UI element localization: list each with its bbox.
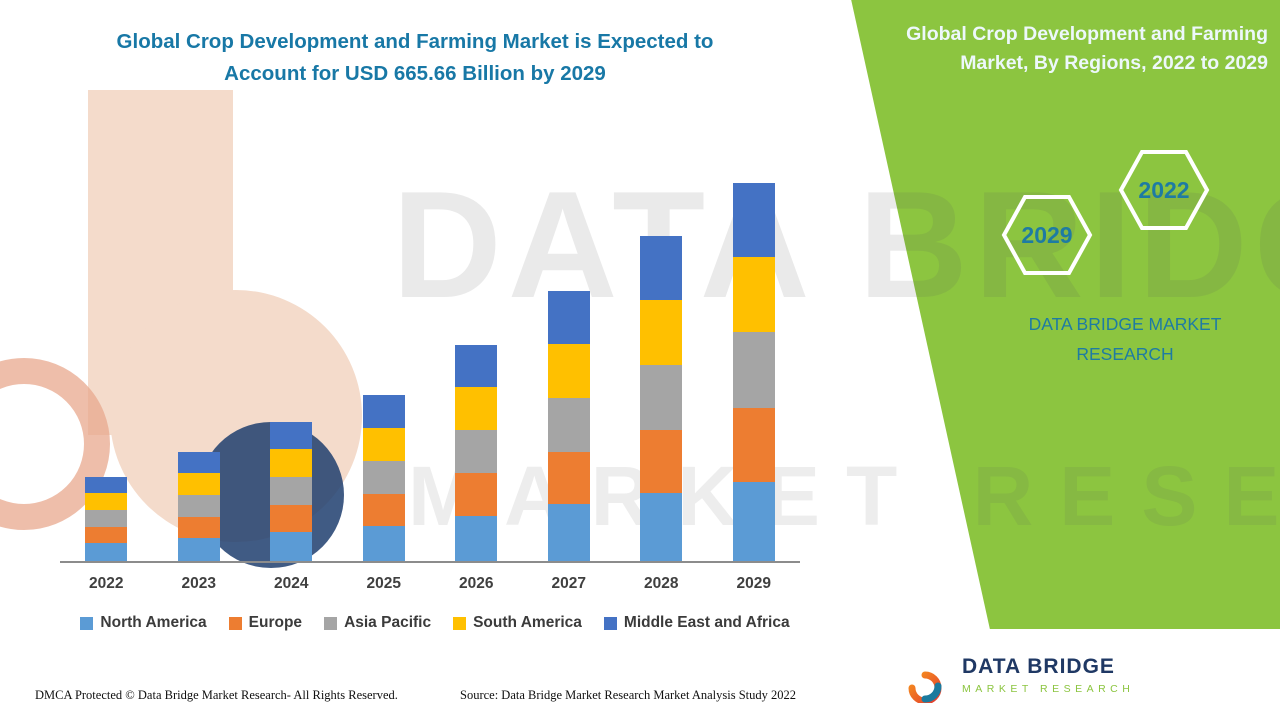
x-tick-label: 2027	[551, 575, 586, 592]
bar-segment-north-america	[270, 531, 313, 561]
legend-label: Europe	[248, 614, 303, 631]
logo-card: DATA BRIDGE MARKET RESEARCH	[868, 629, 1280, 720]
bar-stack-2026	[455, 344, 498, 561]
bar-segment-middle-east-and-africa	[547, 290, 590, 345]
x-tick-label: 2022	[89, 575, 124, 592]
bar-segment-north-america	[732, 481, 775, 561]
bar-column-2023	[153, 163, 246, 561]
bar-segment-south-america	[455, 387, 498, 431]
bar-column-2024	[245, 163, 338, 561]
bar-segment-north-america	[177, 538, 220, 561]
bar-stack-2022	[85, 476, 128, 561]
legend-label: Middle East and Africa	[623, 614, 790, 631]
bar-segment-south-america	[732, 257, 775, 333]
bar-column-2027	[523, 163, 616, 561]
bar-column-2025	[338, 163, 431, 561]
bar-segment-europe	[362, 493, 405, 527]
bar-stack-2029	[732, 182, 775, 561]
hexagon-2022-label: 2022	[1138, 177, 1189, 203]
side-panel-title: Global Crop Development and Farming Mark…	[906, 23, 1268, 75]
legend-swatch	[453, 616, 467, 630]
bar-segment-europe	[177, 516, 220, 538]
legend-swatch	[228, 616, 242, 630]
bar-segment-south-america	[640, 300, 683, 365]
side-panel-brand-text: DATA BRIDGE MARKET RESEARCH	[1028, 314, 1222, 364]
bar-segment-middle-east-and-africa	[362, 395, 405, 428]
bar-segment-middle-east-and-africa	[85, 476, 128, 494]
hexagon-badges: 2022 2029	[1001, 150, 1210, 275]
legend-item-north-america: North America	[80, 614, 207, 632]
bar-segment-europe	[732, 407, 775, 482]
legend-item-asia-pacific: Asia Pacific	[324, 614, 431, 632]
bar-stack-2023	[177, 451, 220, 561]
bar-segment-asia-pacific	[362, 460, 405, 494]
logo-tagline: MARKET RESEARCH	[962, 682, 1135, 695]
bar-segment-middle-east-and-africa	[455, 344, 498, 388]
bar-column-2026	[430, 163, 523, 561]
bar-column-2028	[615, 163, 708, 561]
bar-column-2029	[708, 163, 801, 561]
legend-swatch	[603, 616, 617, 630]
bar-segment-middle-east-and-africa	[732, 182, 775, 258]
databridge-logo-icon	[908, 648, 942, 703]
x-tick-label: 2025	[366, 575, 401, 592]
bar-segment-asia-pacific	[270, 476, 313, 505]
bar-segment-south-america	[270, 449, 313, 477]
plot-area	[60, 163, 800, 563]
bar-stack-2024	[270, 422, 313, 561]
bar-segment-europe	[547, 451, 590, 505]
hexagon-2022	[1118, 150, 1210, 230]
bar-segment-asia-pacific	[547, 397, 590, 452]
x-axis-labels: 2022 2023 2024 2025 2026 2027 2028 2029	[60, 575, 800, 593]
hexagon-2029-label: 2029	[1021, 222, 1072, 248]
bar-segment-south-america	[362, 427, 405, 461]
bar-segment-middle-east-and-africa	[270, 422, 313, 450]
bar-segment-south-america	[547, 344, 590, 398]
bar-segment-north-america	[455, 515, 498, 561]
bar-stack-2025	[362, 395, 405, 561]
bar-segment-south-america	[85, 493, 128, 510]
bar-segment-north-america	[85, 543, 128, 561]
legend-swatch	[80, 616, 94, 630]
source-note: Source: Data Bridge Market Research Mark…	[460, 688, 797, 702]
bar-segment-asia-pacific	[732, 332, 775, 408]
legend-label: South America	[473, 614, 582, 631]
legend-label: Asia Pacific	[344, 614, 432, 631]
bar-segment-asia-pacific	[640, 364, 683, 430]
bar-segment-north-america	[640, 492, 683, 561]
x-tick-label: 2029	[736, 575, 771, 592]
bar-segment-europe	[270, 504, 313, 532]
bar-segment-europe	[455, 473, 498, 516]
bar-segment-asia-pacific	[177, 494, 220, 517]
chart-title: Global Crop Development and Farming Mark…	[116, 30, 714, 85]
bar-segment-asia-pacific	[85, 509, 128, 527]
dmca-notice: DMCA Protected © Data Bridge Market Rese…	[35, 688, 398, 702]
bar-stack-2027	[547, 290, 590, 561]
bar-segment-middle-east-and-africa	[640, 236, 683, 301]
legend-label: North America	[100, 614, 207, 631]
bar-stack-2028	[640, 236, 683, 561]
x-tick-label: 2028	[644, 575, 679, 592]
chart-legend: North America Europe Asia Pacific South Ame…	[55, 614, 815, 632]
legend-swatch	[324, 616, 338, 630]
legend-item-middle-east-and-africa: Middle East and Africa	[603, 614, 790, 632]
x-tick-label: 2024	[274, 575, 309, 592]
bar-segment-europe	[85, 526, 128, 544]
bar-segment-south-america	[177, 473, 220, 495]
legend-item-south-america: South America	[453, 614, 582, 632]
bar-column-2022	[60, 163, 153, 561]
bar-segment-europe	[640, 429, 683, 493]
logo-name: DATA BRIDGE	[962, 654, 1115, 678]
x-tick-label: 2026	[459, 575, 494, 592]
bar-segment-north-america	[362, 526, 405, 561]
bar-segment-middle-east-and-africa	[177, 451, 220, 474]
watermark-text-line1: DATA BRIDGE	[392, 160, 1280, 330]
bar-segment-asia-pacific	[455, 430, 498, 474]
legend-item-europe: Europe	[228, 614, 303, 632]
x-tick-label: 2023	[181, 575, 216, 592]
hexagon-2029	[1001, 195, 1093, 275]
bar-segment-north-america	[547, 504, 590, 561]
